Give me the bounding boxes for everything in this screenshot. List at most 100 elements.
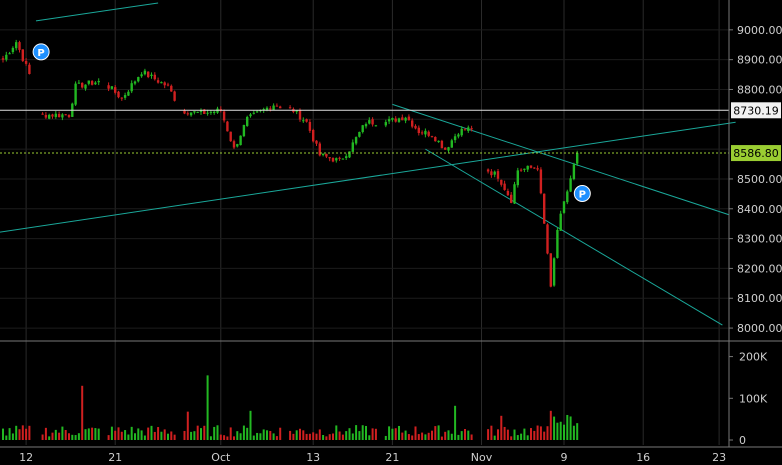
candle-body [510, 194, 513, 203]
candle-body [189, 112, 193, 116]
volume-bar [549, 410, 552, 440]
volume-bar [209, 436, 212, 440]
volume-bar [15, 425, 18, 440]
volume-bar [196, 425, 199, 440]
candle-body [97, 80, 100, 83]
volume-tick-label: 100K [739, 392, 768, 405]
candle-body [84, 84, 87, 89]
candle-body [61, 114, 64, 118]
candle-body [533, 167, 536, 169]
volume-bar [295, 430, 298, 440]
level-label-box [731, 102, 781, 119]
volume-bars [2, 375, 579, 440]
trendline [392, 103, 730, 216]
volume-bar [183, 430, 186, 440]
volume-bar [259, 433, 262, 440]
candle-body [486, 169, 490, 172]
volume-bar [559, 421, 562, 440]
volume-bar [576, 423, 579, 440]
candle-body [51, 114, 54, 117]
volume-bar [170, 431, 173, 440]
price-lines: 8730.19 8586.80 [0, 102, 781, 162]
candle-body [193, 111, 196, 113]
candle-body [288, 107, 292, 109]
candle-body [8, 53, 11, 55]
candle-body [368, 120, 371, 124]
volume-bar [407, 434, 410, 440]
candle-body [374, 125, 378, 127]
volume-bar [120, 431, 123, 440]
volume-bar [513, 429, 516, 440]
candle-body [77, 82, 81, 84]
volume-bar [563, 424, 565, 440]
candle-body [57, 113, 61, 118]
volume-bar [167, 433, 169, 440]
candle-body [252, 112, 255, 114]
volume-bar [457, 434, 460, 440]
candle-body [41, 113, 44, 115]
candle-body [552, 258, 556, 286]
volume-bar [365, 425, 367, 440]
candle-body [48, 114, 51, 119]
x-tick-label: 21 [108, 451, 122, 464]
candle-body [338, 157, 341, 159]
candle-body [450, 140, 453, 148]
volume-bar [315, 433, 318, 440]
volume-bar [289, 430, 292, 440]
price-tick-label: 9000.00 [737, 24, 782, 37]
x-tick-label: Oct [211, 451, 231, 464]
volume-bar [256, 432, 259, 440]
candle-body [160, 82, 163, 84]
volume-bar [421, 432, 424, 440]
volume-bar [28, 425, 31, 440]
candle-body [222, 111, 226, 121]
volume-bar [404, 430, 407, 440]
candle-body [226, 121, 229, 132]
volume-bar [325, 436, 328, 440]
volume-bar [292, 433, 295, 440]
volume-bar [460, 431, 463, 440]
volume-bar [487, 429, 490, 440]
candle-body [133, 81, 137, 84]
volume-bar [163, 429, 166, 440]
volume-bar [239, 433, 242, 440]
candle-body [183, 110, 186, 114]
candle-body [11, 47, 15, 53]
candle-body [117, 91, 120, 98]
volume-bar [249, 410, 252, 440]
volume-bar [206, 375, 209, 440]
volume-bar [84, 429, 87, 440]
candle-body [232, 141, 236, 148]
volume-bar [186, 411, 189, 440]
volume-bar [520, 433, 523, 440]
candle-body [411, 120, 414, 127]
candle-body [513, 184, 516, 204]
candle-body [249, 114, 252, 117]
candle-body [407, 116, 411, 121]
volume-bar [134, 433, 136, 440]
volume-bar [153, 431, 156, 440]
volume-bar [444, 431, 447, 440]
volume-bar [236, 431, 239, 440]
x-tick-label: Nov [471, 451, 493, 464]
volume-bar [500, 415, 503, 440]
candle-body [18, 42, 21, 50]
candle-body [470, 128, 473, 130]
volume-bar [437, 425, 440, 440]
volume-bar [431, 430, 433, 440]
candle-body [94, 82, 97, 85]
volume-bar [338, 431, 341, 440]
candle-body [430, 136, 434, 138]
candle-body [239, 135, 242, 146]
candle-body [500, 179, 503, 185]
candle-body [463, 129, 467, 131]
volume-bar [18, 429, 21, 440]
x-tick-label: 9 [561, 451, 568, 464]
volume-bar [355, 425, 358, 440]
price-tick-label: 8000.00 [737, 322, 782, 335]
candle-body [279, 106, 282, 109]
candle-body [130, 83, 133, 92]
volume-bar [454, 405, 457, 440]
volume-bar [68, 433, 70, 440]
